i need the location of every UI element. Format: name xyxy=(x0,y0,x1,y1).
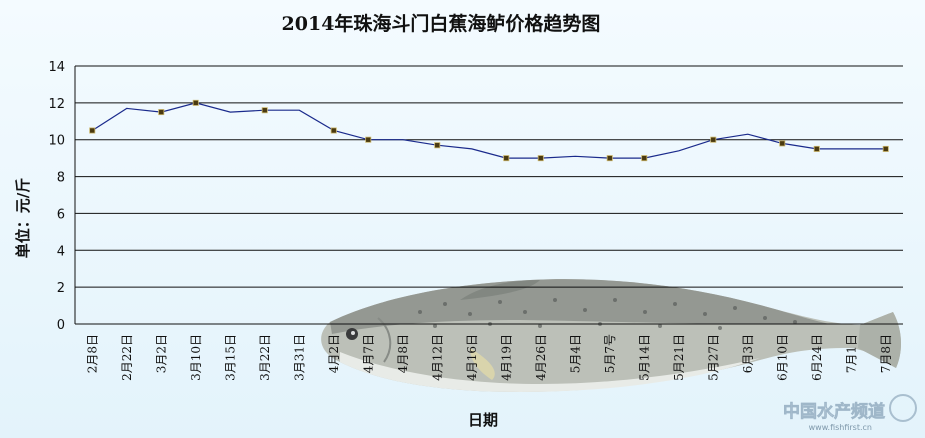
x-tick-label: 3月31日 xyxy=(292,334,306,381)
price-series xyxy=(89,99,889,162)
globe-icon xyxy=(889,394,917,422)
y-tick-label: 8 xyxy=(57,171,65,186)
x-tick-label: 5月27日 xyxy=(706,334,720,381)
watermark: 中国水产频道 www.fishfirst.cn xyxy=(783,394,917,432)
x-tick-label: 5月21日 xyxy=(672,334,686,381)
x-axis-ticks: 2月8日 2月22日 3月2日 3月10日 3月15日 3月22日 3月31日 4月2日 4月7… xyxy=(85,334,893,381)
watermark-url: www.fishfirst.cn xyxy=(809,423,872,432)
data-point xyxy=(606,155,613,162)
y-axis-label: 单位：元/斤 xyxy=(14,178,32,258)
y-tick-label: 12 xyxy=(48,97,65,112)
series-line xyxy=(91,102,886,159)
x-tick-label: 4月7日 xyxy=(361,334,375,373)
x-tick-label: 3月22日 xyxy=(258,334,272,381)
x-tick-label: 3月10日 xyxy=(189,334,203,381)
y-tick-label: 4 xyxy=(57,244,65,259)
data-point xyxy=(89,127,96,134)
x-tick-label: 4月12日 xyxy=(430,334,444,381)
y-tick-label: 10 xyxy=(48,134,65,149)
x-tick-label: 2月8日 xyxy=(85,334,99,373)
data-point xyxy=(710,136,717,143)
x-axis-label: 日期 xyxy=(468,411,498,429)
sea-bass-illustration xyxy=(321,279,902,392)
x-tick-label: 4月16日 xyxy=(465,334,479,381)
x-tick-label: 5月4日 xyxy=(568,334,582,373)
data-point xyxy=(503,155,510,162)
data-point xyxy=(813,145,820,152)
x-tick-label: 3月15日 xyxy=(223,334,237,381)
data-point xyxy=(537,155,544,162)
x-tick-label: 6月3日 xyxy=(741,334,755,373)
data-point xyxy=(641,155,648,162)
x-tick-label: 4月2日 xyxy=(327,334,341,373)
x-tick-label: 7月1日 xyxy=(844,334,858,373)
data-point xyxy=(158,109,165,116)
x-tick-label: 4月26日 xyxy=(534,334,548,381)
data-point xyxy=(434,142,441,149)
data-point xyxy=(330,127,337,134)
y-tick-label: 14 xyxy=(48,60,65,75)
y-tick-label: 2 xyxy=(57,281,65,296)
data-point xyxy=(882,145,889,152)
y-tick-label: 0 xyxy=(57,318,65,333)
x-tick-label: 4月19日 xyxy=(499,334,513,381)
data-point xyxy=(192,99,199,106)
data-point xyxy=(365,136,372,143)
data-point xyxy=(779,140,786,147)
x-tick-label: 5月7号 xyxy=(603,334,617,373)
x-tick-label: 6月24日 xyxy=(810,334,824,381)
y-axis-ticks: 0 2 4 6 8 10 12 14 xyxy=(48,60,65,333)
data-point xyxy=(261,107,268,114)
chart-title: 2014年珠海斗门白蕉海鲈价格趋势图 xyxy=(282,12,601,35)
x-tick-label: 6月10日 xyxy=(775,334,789,381)
x-tick-label: 4月8日 xyxy=(396,334,410,373)
x-tick-label: 3月2日 xyxy=(154,334,168,373)
x-tick-label: 5月14日 xyxy=(637,334,651,381)
watermark-text: 中国水产频道 xyxy=(783,401,885,422)
y-tick-label: 6 xyxy=(57,207,65,222)
gridlines xyxy=(74,65,903,325)
x-tick-label: 2月22日 xyxy=(120,334,134,381)
x-tick-label: 7月8日 xyxy=(879,334,893,373)
